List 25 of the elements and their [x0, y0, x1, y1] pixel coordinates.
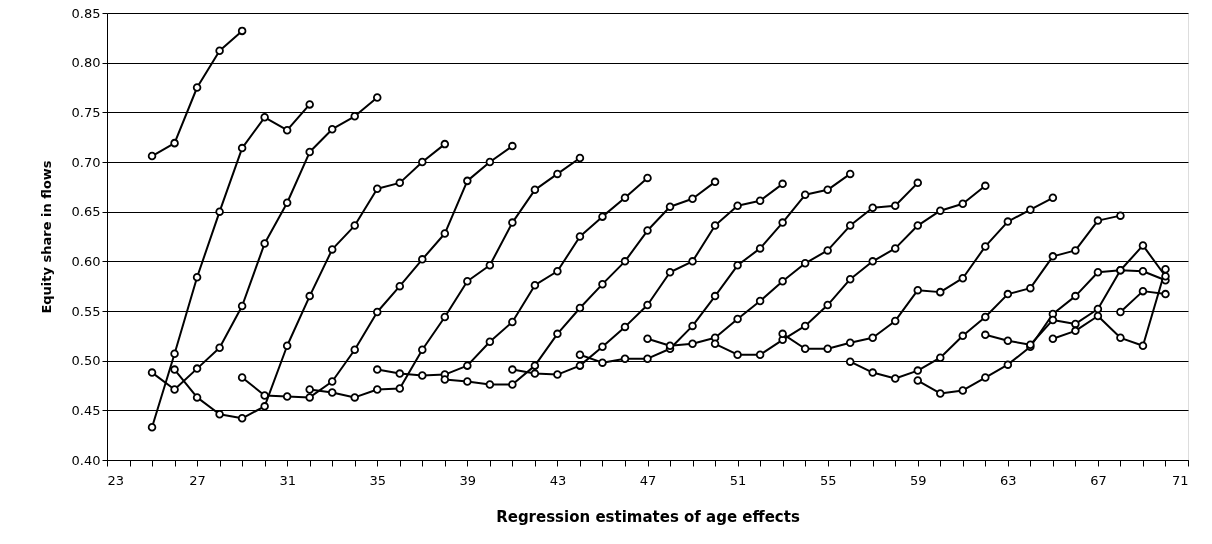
x-tick-label: 67	[1090, 472, 1107, 488]
x-tick-label: 63	[1000, 472, 1017, 488]
y-tick-label: 0.65	[71, 204, 101, 220]
y-axis-title: Equity share in flows	[38, 160, 54, 314]
x-tick-label: 47	[639, 472, 657, 488]
x-tick-label: 43	[549, 472, 567, 488]
y-tick-label: 0.50	[71, 353, 101, 369]
x-tick-label: 31	[279, 472, 296, 488]
x-tick-label: 39	[459, 472, 477, 488]
y-tick-label: 0.80	[71, 55, 101, 71]
y-tick-label: 0.60	[71, 253, 101, 269]
x-tick-label: 23	[107, 472, 125, 488]
x-tick-label: 55	[819, 472, 837, 488]
x-tick-label: 71	[1171, 472, 1189, 488]
x-tick-label: 27	[189, 472, 206, 488]
y-tick-label: 0.45	[71, 402, 101, 418]
x-axis-title: Regression estimates of age effects	[496, 507, 800, 526]
y-tick-label: 0.75	[71, 104, 101, 120]
y-tick-label: 0.85	[71, 5, 101, 21]
y-tick-label: 0.70	[71, 154, 101, 170]
y-tick-label: 0.40	[71, 452, 101, 468]
x-tick-label: 51	[729, 472, 747, 488]
x-tick-label: 35	[369, 472, 387, 488]
y-tick-label: 0.55	[71, 303, 101, 319]
x-tick-label: 59	[909, 472, 927, 488]
